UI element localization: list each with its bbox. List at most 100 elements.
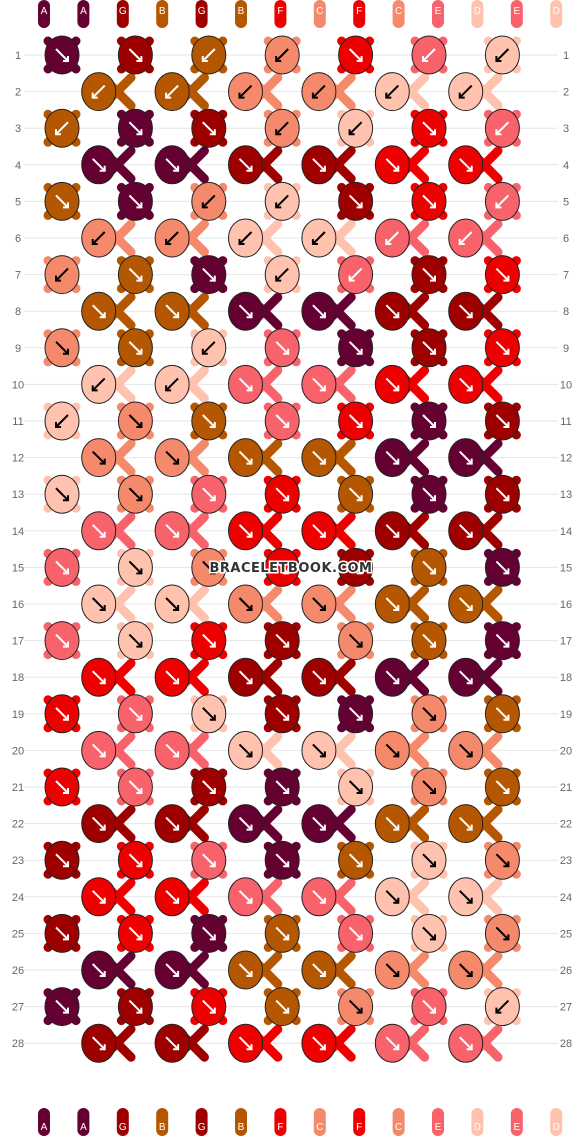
knot: [484, 767, 520, 807]
knot-arrow-head: [136, 495, 143, 502]
knot-arrow-head: [466, 165, 473, 172]
knot-arrow-line: [91, 816, 106, 831]
knot: [484, 255, 520, 295]
knot: [191, 840, 227, 880]
knot: [374, 364, 410, 404]
strand-tab: [432, 0, 444, 28]
knot-arrow-line: [275, 999, 289, 1014]
knot-arrow-head: [173, 971, 180, 977]
knot-arrow-head: [503, 934, 510, 941]
row-number-left: 21: [12, 782, 24, 794]
knot-arrow-line: [202, 633, 216, 648]
knot-arrow-head: [63, 56, 69, 62]
knot: [374, 145, 410, 185]
knot: [154, 291, 190, 331]
row-number-right: 28: [560, 1038, 572, 1050]
knot-arrow-head: [356, 568, 363, 575]
knot: [301, 218, 337, 258]
knot: [338, 767, 374, 807]
knot-arrow-head: [55, 129, 61, 136]
row-number-right: 8: [563, 306, 569, 318]
knot-arrow-line: [55, 560, 69, 575]
row-number-left: 24: [12, 892, 24, 904]
knot-arrow-line: [385, 597, 400, 611]
strand-letter: F: [277, 1122, 283, 1133]
knot-arrow-head: [319, 678, 326, 685]
knot-arrow-head: [246, 458, 253, 465]
knot: [448, 291, 484, 331]
knot-arrow-head: [63, 861, 69, 868]
knot-arrow-line: [128, 560, 143, 575]
strand-letter: E: [435, 6, 442, 17]
knot-arrow-line: [458, 890, 473, 904]
knot: [411, 840, 447, 880]
knot: [154, 438, 190, 478]
knot-arrow-head: [466, 824, 473, 831]
knot: [448, 364, 484, 404]
strand-label-top: B: [235, 0, 247, 28]
knot-arrow-head: [55, 275, 61, 282]
knot: [374, 657, 410, 697]
row-number-left: 17: [12, 636, 24, 648]
row-number-right: 26: [560, 965, 572, 977]
knot-arrow-line: [238, 597, 253, 611]
knot-arrow-head: [466, 1044, 473, 1051]
knot-arrow-line: [385, 304, 400, 318]
row-number-left: 26: [12, 965, 24, 977]
knot: [191, 401, 227, 441]
knot-arrow-head: [99, 165, 106, 172]
knot-arrow-line: [275, 48, 289, 62]
row-number-right: 12: [560, 453, 572, 465]
knot-arrow-line: [385, 890, 400, 904]
strand-tab: [550, 1108, 563, 1136]
knot: [448, 730, 484, 770]
knot-arrow-head: [99, 531, 106, 538]
knot: [338, 987, 374, 1027]
strand-letter: A: [41, 6, 48, 17]
knot-arrow-head: [165, 92, 172, 99]
knot-arrow-line: [495, 707, 510, 721]
knot-arrow-head: [466, 751, 473, 758]
knot: [154, 584, 190, 624]
knot: [191, 35, 227, 75]
strand-letter: A: [80, 6, 87, 17]
strand-letter: E: [513, 6, 520, 17]
knot-arrow-line: [238, 377, 253, 392]
knot-arrow-line: [348, 487, 363, 501]
strand-tab: [510, 0, 523, 28]
knot: [44, 547, 80, 587]
knot-arrow-line: [385, 450, 400, 465]
knot-arrow-head: [430, 202, 436, 209]
knot-arrow-head: [430, 348, 436, 355]
knot-arrow-line: [422, 999, 436, 1014]
knot-arrow-line: [238, 963, 253, 977]
knot-arrow-head: [430, 129, 436, 136]
strand-label-top: D: [550, 0, 563, 28]
strand-letter: B: [159, 6, 166, 17]
strand-label-top: A: [77, 0, 90, 28]
strand-tab: [313, 0, 326, 28]
knot: [228, 1023, 263, 1063]
knot: [81, 438, 117, 478]
knot-arrow-line: [275, 780, 289, 794]
knot-arrow-line: [458, 450, 473, 465]
knot: [484, 913, 520, 953]
knot: [44, 694, 80, 734]
row-number-right: 20: [560, 745, 572, 757]
knot-arrow-line: [422, 48, 436, 62]
knot-arrow-line: [422, 487, 436, 501]
knot-arrow-line: [55, 926, 69, 941]
knot-arrow-head: [283, 641, 290, 648]
knot-arrow-line: [348, 560, 363, 575]
row-number-left: 27: [12, 1002, 24, 1014]
knot-arrow-line: [55, 707, 69, 721]
row-number-right: 11: [560, 416, 571, 428]
knot-arrow-head: [99, 751, 106, 758]
knot-arrow-line: [458, 670, 473, 684]
knot-arrow-line: [202, 48, 216, 62]
knot-arrow-head: [503, 641, 510, 648]
knot-arrow-head: [246, 165, 253, 172]
knot-arrow-line: [165, 231, 179, 245]
knot: [301, 950, 337, 990]
